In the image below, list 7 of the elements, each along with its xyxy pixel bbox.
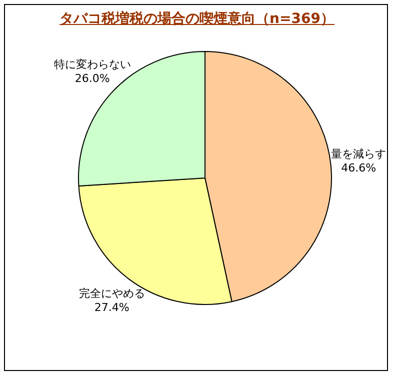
data-label: 27.4%: [94, 301, 130, 314]
chart-title: タバコ税増税の場合の喫煙意向（n=369）: [58, 10, 336, 28]
data-label: 26.0%: [74, 72, 110, 86]
slice-label: 量を減らす: [331, 147, 386, 160]
data-label: 46.6%: [341, 161, 376, 174]
slice-label: 特に変わらない: [54, 58, 131, 72]
slice-label: 完全にやめる: [78, 287, 145, 300]
